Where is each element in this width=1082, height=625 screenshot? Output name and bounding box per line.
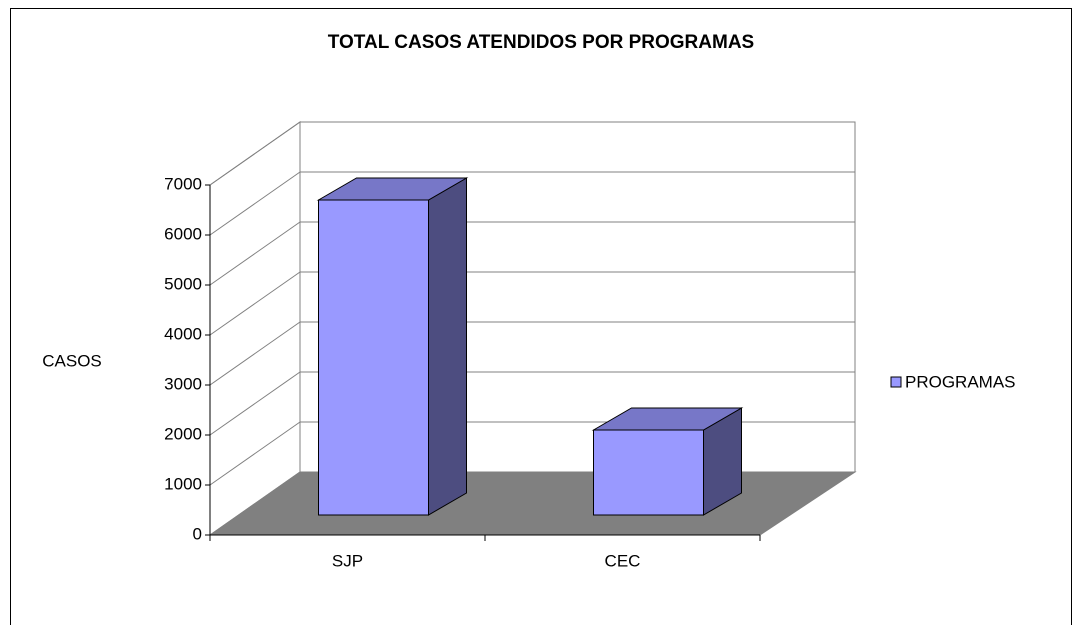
grid-line [209, 171, 301, 236]
grid-line [209, 371, 301, 436]
y-tick-label: 5000 [164, 274, 202, 293]
side-wall [209, 121, 301, 536]
y-tick-label: 2000 [164, 424, 202, 443]
y-tick-label: 7000 [164, 174, 202, 193]
y-axis-label: CASOS [42, 351, 102, 370]
x-tick-label: SJP [332, 551, 363, 570]
bar [318, 199, 429, 516]
bar [593, 429, 704, 516]
grid-line [209, 121, 301, 186]
x-tick-label: CEC [605, 551, 641, 570]
grid-line [209, 271, 301, 336]
legend-label: PROGRAMAS [905, 372, 1016, 391]
y-tick-label: 3000 [164, 374, 202, 393]
grid-line [209, 321, 301, 386]
bar-side [428, 177, 467, 516]
y-tick-label: 6000 [164, 224, 202, 243]
legend-swatch [890, 376, 902, 388]
y-tick-label: 0 [193, 524, 202, 543]
grid-line [209, 421, 301, 486]
y-tick-label: 4000 [164, 324, 202, 343]
y-tick-label: 1000 [164, 474, 202, 493]
grid-line [209, 221, 301, 286]
chart-title: TOTAL CASOS ATENDIDOS POR PROGRAMAS [328, 32, 754, 53]
floor [208, 471, 857, 536]
